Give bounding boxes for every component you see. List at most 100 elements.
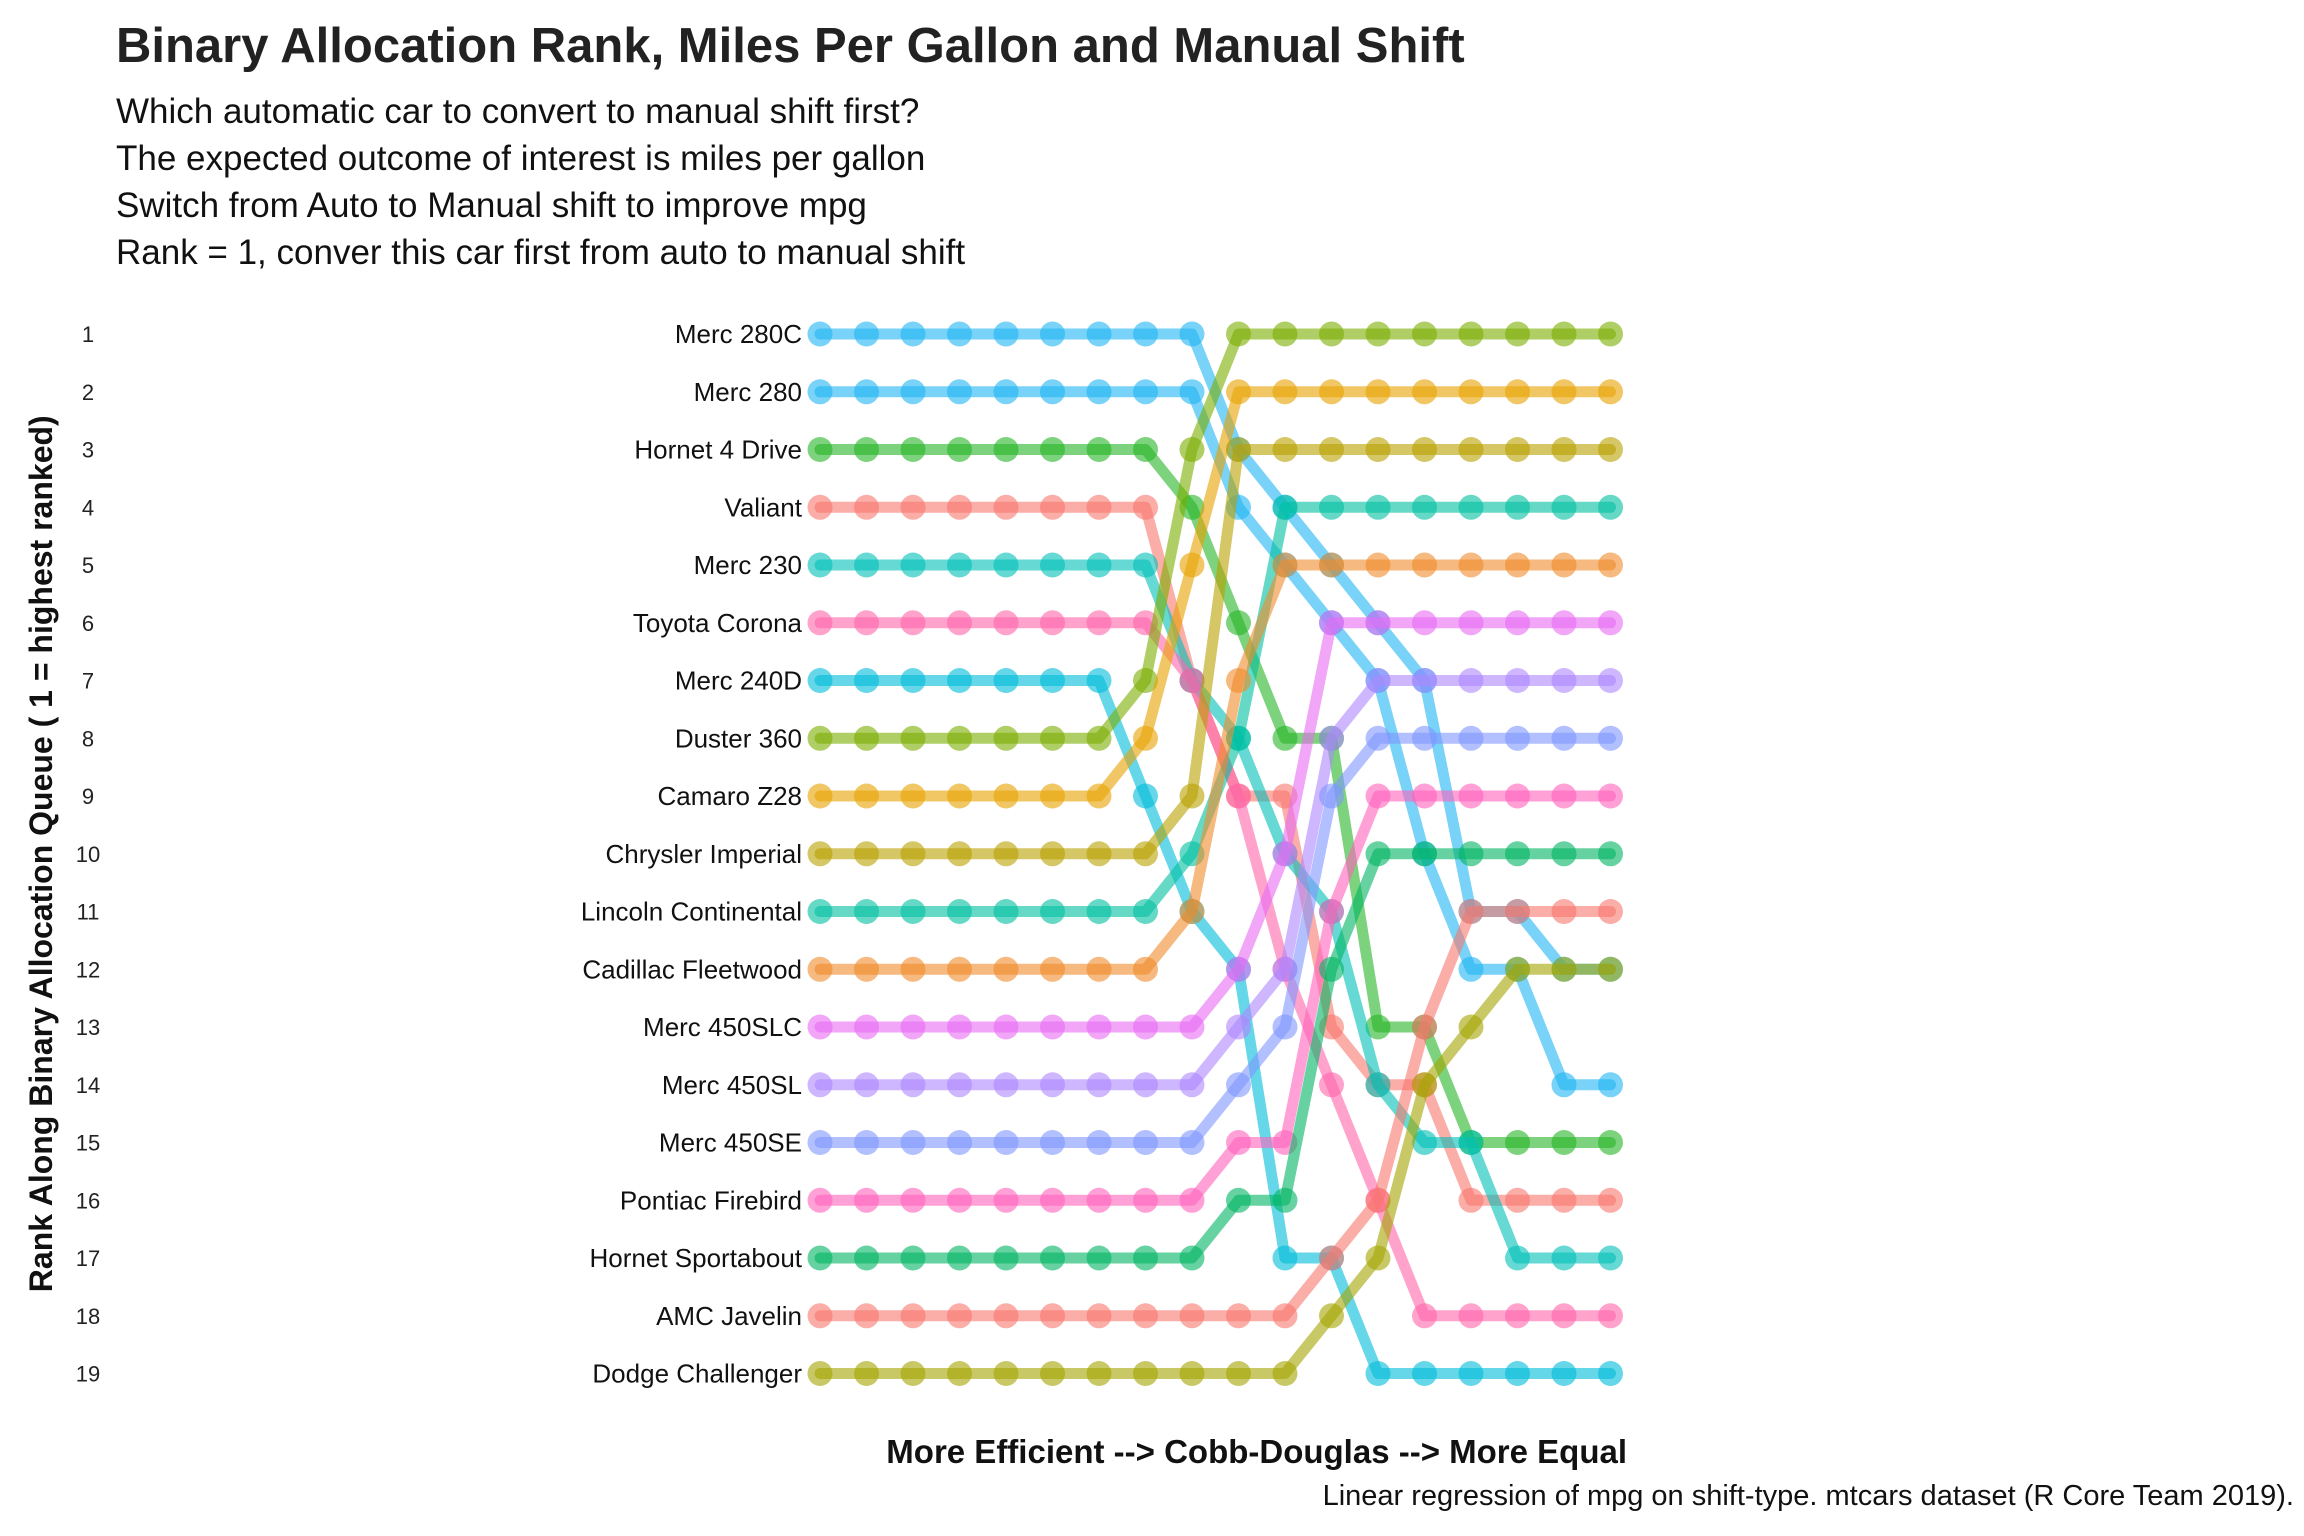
data-point [1040,1245,1065,1271]
data-point [854,321,879,347]
data-point [1505,379,1530,405]
data-point [1040,725,1065,751]
data-point [900,956,926,982]
data-point [993,956,1019,982]
data-point [1458,437,1484,462]
data-point [1551,321,1577,347]
data-point [1412,1303,1437,1329]
data-point [1226,437,1251,462]
data-point [1272,379,1298,405]
data-point [854,956,879,982]
data-point [900,1303,926,1329]
data-point [854,379,879,405]
series-label: Cadillac Fleetwood [582,954,802,984]
data-point [1365,610,1391,636]
data-point [1458,1187,1484,1213]
subtitle-line-3: Switch from Auto to Manual shift to impr… [116,186,867,225]
series-label: Hornet Sportabout [590,1243,803,1273]
data-point [1319,437,1344,462]
y-tick-label: 12 [76,957,100,982]
data-point [1319,1072,1344,1098]
data-point [1598,552,1623,578]
data-point [1133,841,1158,867]
data-point [1040,1130,1065,1155]
data-point [1086,725,1112,751]
data-point [854,1245,879,1271]
data-point [1598,1303,1623,1329]
data-point [1505,1303,1530,1329]
data-point [900,1130,926,1155]
y-tick-label: 1 [82,322,94,347]
data-point [854,899,879,924]
data-point [1598,1245,1623,1271]
data-point [854,437,879,462]
data-point [1319,1245,1344,1271]
data-point [1086,841,1112,867]
data-point [1086,437,1112,462]
data-point [1272,1361,1298,1386]
series-label: Pontiac Firebird [620,1185,802,1215]
series-label: Merc 280 [694,377,802,407]
data-point [1040,841,1065,867]
data-point [1551,552,1577,578]
data-point [1133,1303,1158,1329]
y-tick-label: 16 [76,1188,100,1213]
y-tick-label: 14 [76,1073,100,1098]
data-point [1505,725,1530,751]
data-point [1551,1361,1577,1386]
data-point [1412,552,1437,578]
data-point [1226,321,1251,347]
data-point [1272,437,1298,462]
data-point [1133,1072,1158,1098]
data-point [1598,1361,1623,1386]
data-point [947,437,972,462]
data-point [1598,321,1623,347]
data-point [1040,1014,1065,1040]
data-point [1226,1361,1251,1386]
data-point [900,841,926,867]
data-point [1226,379,1251,405]
data-point [947,1245,972,1271]
data-point [1412,321,1437,347]
data-point [1458,725,1484,751]
data-point [900,899,926,924]
data-point [1086,956,1112,982]
data-point [993,552,1019,578]
series-toyota-corona [807,610,1623,1329]
data-point [1086,1361,1112,1386]
series-label: Chrysler Imperial [606,839,803,869]
data-point [1365,1187,1391,1213]
data-point [1226,610,1251,636]
data-point [1458,956,1484,982]
data-point [807,899,833,924]
data-point [1598,783,1623,809]
data-point [1133,379,1158,405]
x-axis-title: More Efficient --> Cobb-Douglas --> More… [886,1433,1627,1470]
data-point [1086,899,1112,924]
data-point [1226,1130,1251,1155]
data-point [1365,725,1391,751]
data-point [993,1303,1019,1329]
data-point [1086,783,1112,809]
data-point [1133,899,1158,924]
series-label: AMC Javelin [656,1301,802,1331]
data-point [1412,610,1437,636]
data-point [1598,841,1623,867]
data-point [947,1303,972,1329]
data-point [1226,783,1251,809]
data-point [900,1072,926,1098]
chart-subtitle: Which automatic car to convert to manual… [116,88,965,276]
data-point [1412,783,1437,809]
data-point [1458,899,1484,924]
data-point [807,725,833,751]
data-point [1040,783,1065,809]
data-point [900,1014,926,1040]
data-point [1365,1245,1391,1271]
data-point [900,1245,926,1271]
data-point [1133,494,1158,520]
series-chrysler-imperial [807,437,1623,867]
data-point [1179,321,1205,347]
data-point [1179,1130,1205,1155]
data-point [900,1187,926,1213]
data-point [1319,899,1344,924]
